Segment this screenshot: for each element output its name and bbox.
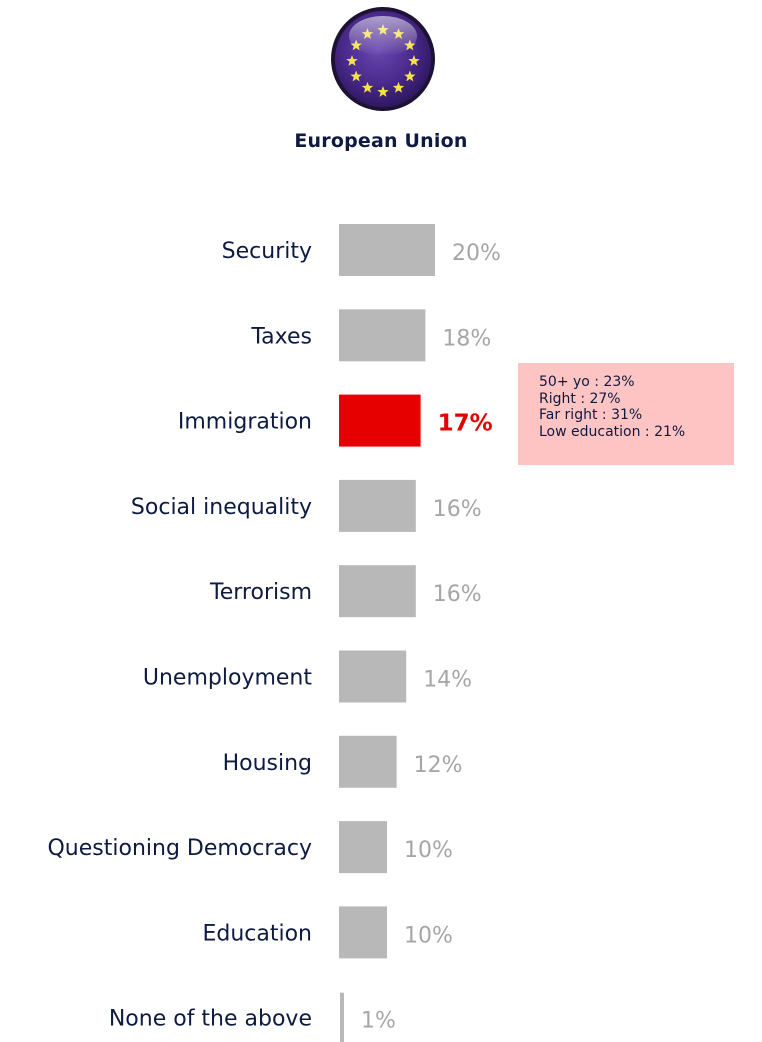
bar <box>339 479 416 532</box>
value-label: 1% <box>361 1009 396 1034</box>
value-label: 10% <box>404 923 453 948</box>
value-label: 18% <box>442 326 491 351</box>
bar <box>339 735 397 788</box>
category-label: None of the above <box>109 1007 312 1032</box>
category-label: Taxes <box>250 324 312 349</box>
bar <box>339 394 421 447</box>
bar <box>340 992 344 1042</box>
value-label: 20% <box>452 241 501 266</box>
callout-line: Low education : 21% <box>539 423 686 440</box>
bar <box>339 650 407 703</box>
flag-star <box>350 70 362 82</box>
category-label: Education <box>202 921 312 946</box>
value-label: 16% <box>433 497 482 522</box>
chart-title: European Union <box>294 130 468 152</box>
flag-star <box>346 55 358 66</box>
flag-star <box>361 81 374 93</box>
category-label: Immigration <box>178 410 312 435</box>
category-label: Unemployment <box>143 666 312 691</box>
category-label: Housing <box>223 751 312 776</box>
value-label: 12% <box>414 753 463 778</box>
flag-star <box>392 81 405 93</box>
bar <box>339 821 387 874</box>
category-label: Social inequality <box>131 495 312 520</box>
bar <box>339 565 416 618</box>
category-label: Terrorism <box>209 580 312 605</box>
callout-line: 50+ yo : 23% <box>539 374 635 390</box>
immigration-breakdown-callout: 50+ yo : 23% Right : 27% Far right : 31%… <box>518 363 734 465</box>
eu-flag-icon <box>331 7 435 111</box>
bar <box>339 224 435 276</box>
flag-star <box>377 86 389 97</box>
callout-line: Far right : 31% <box>539 407 643 423</box>
category-label: Security <box>222 239 312 264</box>
callout-line: Right : 27% <box>539 390 621 407</box>
flag-star <box>408 55 420 66</box>
category-label: Questioning Democracy <box>47 836 312 861</box>
value-label: 17% <box>438 411 493 437</box>
flag-star <box>404 70 416 82</box>
value-label: 16% <box>433 582 482 607</box>
value-label: 14% <box>423 668 472 693</box>
bar <box>339 309 426 362</box>
value-label: 10% <box>404 838 453 863</box>
bar <box>339 906 387 959</box>
